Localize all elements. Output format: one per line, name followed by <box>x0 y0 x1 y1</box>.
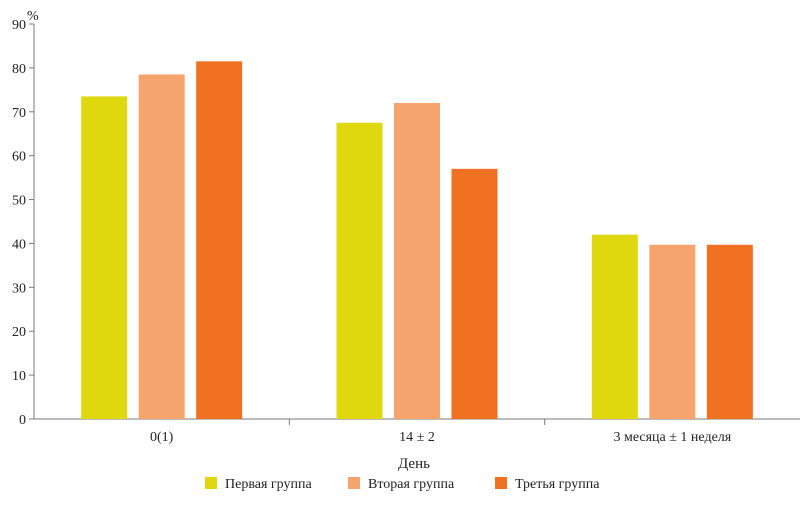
y-tick-label: 20 <box>12 325 26 340</box>
x-category-label: 0(1) <box>150 430 174 445</box>
y-tick-label: 50 <box>12 194 26 209</box>
bar <box>591 234 638 419</box>
legend-label: Первая группа <box>225 477 312 492</box>
bar <box>336 122 383 419</box>
legend-swatch <box>205 477 217 489</box>
bar <box>451 168 498 419</box>
y-tick-label: 70 <box>12 106 26 121</box>
y-tick-label: 60 <box>12 150 26 165</box>
y-tick-label: 90 <box>12 18 26 33</box>
bar <box>196 61 243 420</box>
legend-label: Вторая группа <box>368 477 455 492</box>
y-tick-label: 0 <box>19 413 26 428</box>
bar <box>138 74 185 419</box>
y-tick-label: 80 <box>12 62 26 77</box>
y-tick-label: 30 <box>12 281 26 296</box>
legend-swatch <box>495 477 507 489</box>
bar <box>706 244 753 419</box>
x-axis: 0(1) 14 ± 2 3 месяца ± 1 неделя <box>34 418 800 445</box>
y-axis-unit-label: % <box>27 9 39 24</box>
bar <box>81 96 128 420</box>
x-category-label: 3 месяца ± 1 неделя <box>613 430 731 445</box>
bar <box>394 103 440 419</box>
y-tick-label: 10 <box>12 369 26 384</box>
bar <box>649 244 696 419</box>
y-tick-label: 40 <box>12 237 26 252</box>
y-axis: 0 10 20 30 40 50 60 70 80 90 <box>12 18 35 428</box>
legend: Первая группа Вторая группа Третья группа <box>205 477 600 492</box>
x-axis-title: День <box>398 456 430 472</box>
bars <box>81 61 753 420</box>
legend-swatch <box>348 477 360 489</box>
x-category-label: 14 ± 2 <box>399 430 435 445</box>
legend-label: Третья группа <box>515 477 600 492</box>
